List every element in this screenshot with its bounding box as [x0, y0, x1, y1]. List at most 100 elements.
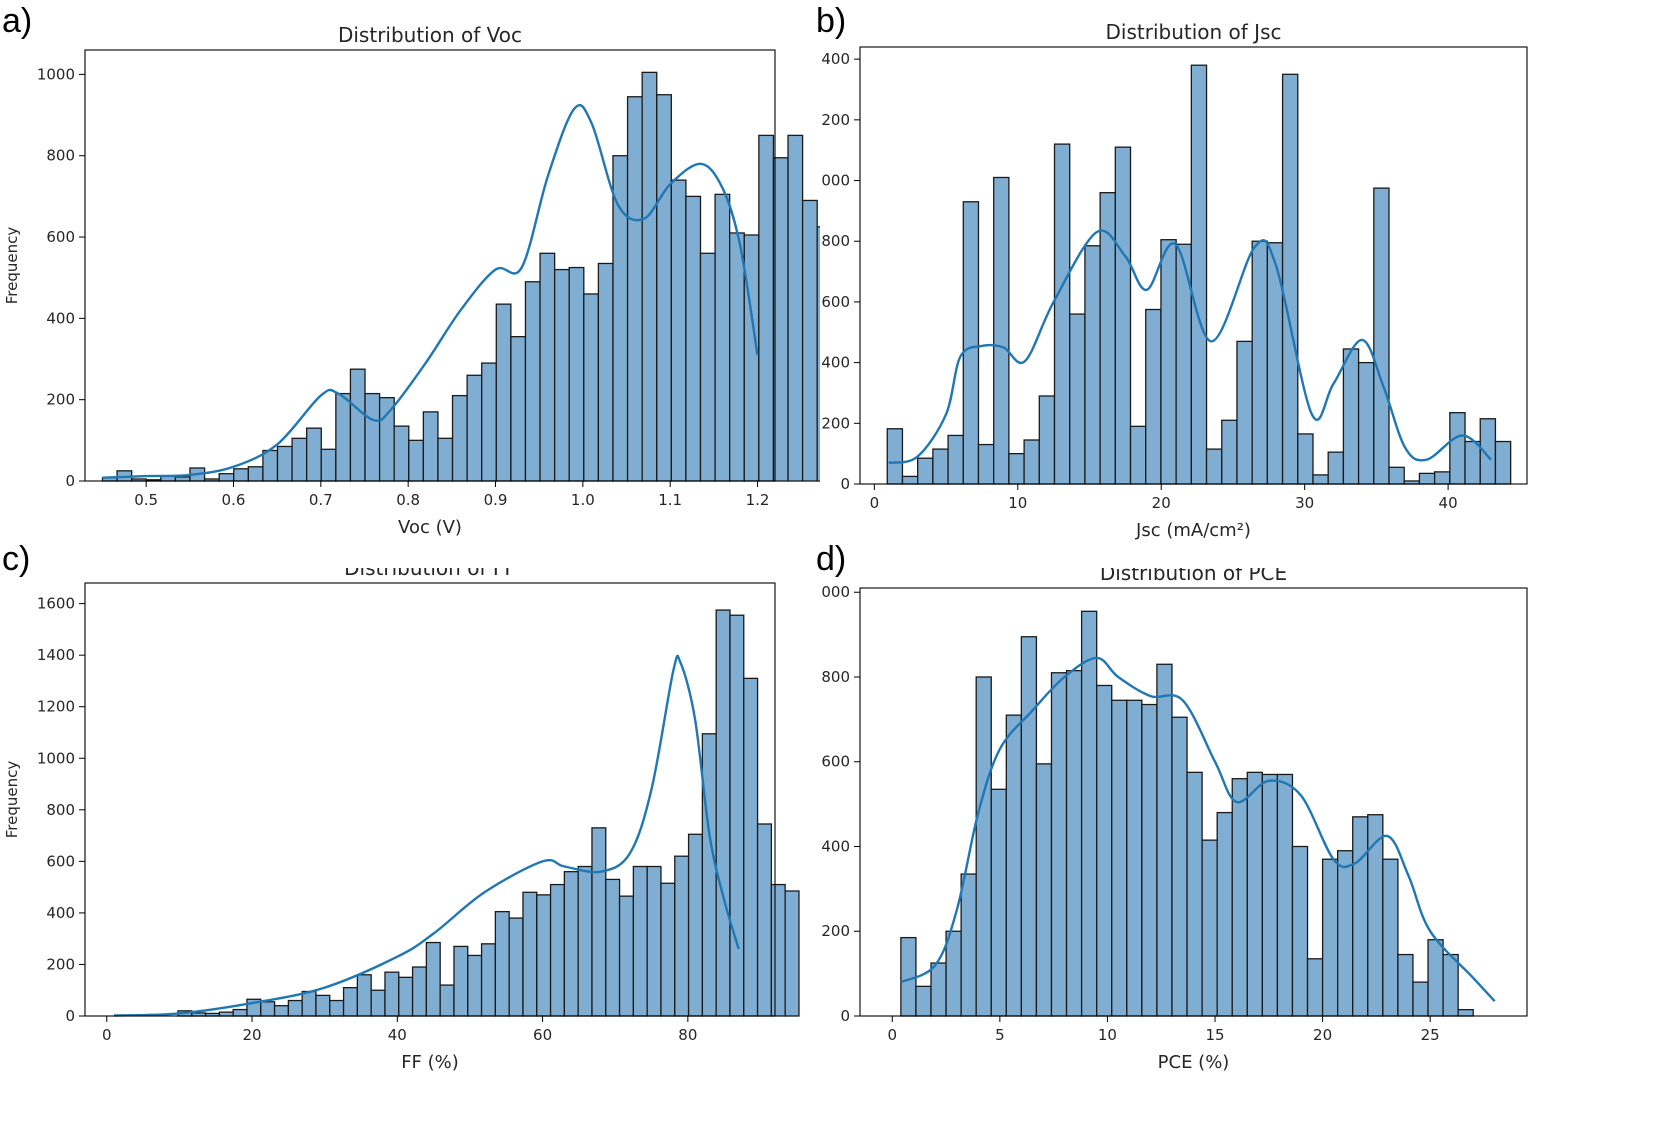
x-axis-label: Jsc (mA/cm²): [1135, 520, 1251, 541]
histogram-bar: [784, 890, 800, 1017]
plot-frame: [84, 582, 776, 1017]
histogram-bar: [1236, 340, 1253, 485]
y-tick-label: 800: [821, 232, 850, 250]
histogram-bar: [660, 882, 676, 1017]
histogram-bar: [466, 374, 483, 482]
histogram-bar: [612, 155, 629, 482]
histogram-bar: [364, 392, 381, 482]
histogram-bar: [743, 234, 760, 482]
histogram-bar: [370, 989, 386, 1017]
histogram-bar: [656, 94, 672, 482]
histogram-bar: [1171, 716, 1188, 1017]
x-tick-label: 40: [388, 1026, 407, 1044]
histogram-bar: [1053, 143, 1071, 485]
histogram-bar: [977, 443, 995, 485]
histogram-bar: [568, 266, 585, 482]
jsc-histogram: 0102030400200400600800100012001400Distri…: [820, 20, 1528, 541]
histogram-bar: [597, 262, 614, 482]
histogram-bar: [408, 439, 425, 482]
y-tick-label: 1000: [37, 65, 75, 83]
panel-label-d: d): [816, 540, 847, 578]
histogram-bar: [539, 252, 556, 482]
chart-title: Distribution of PCE: [1100, 568, 1287, 585]
histogram-bar: [439, 984, 455, 1017]
histogram-bar: [715, 609, 731, 1017]
y-tick-label: 1000: [820, 583, 850, 601]
histogram-bar: [393, 425, 410, 482]
histogram-bar: [1050, 672, 1068, 1017]
histogram-bar: [1342, 348, 1360, 485]
y-tick-label: 200: [821, 414, 850, 432]
histogram-bar: [1201, 839, 1218, 1017]
y-tick-label: 0: [65, 472, 75, 490]
histogram-bar: [1261, 773, 1279, 1017]
histogram-bar: [945, 930, 962, 1017]
histogram-bar: [1412, 981, 1429, 1017]
x-tick-label: 0: [870, 494, 880, 512]
panel-label-a: a): [2, 2, 33, 40]
histogram-bar: [1205, 448, 1223, 485]
histogram-bar: [1464, 440, 1481, 485]
histogram-bar: [425, 941, 441, 1017]
histogram-bar: [233, 468, 249, 482]
plot-frame: [84, 49, 776, 482]
histogram-bar: [674, 855, 690, 1017]
histogram-bar: [301, 990, 317, 1017]
histogram-bar: [481, 362, 497, 482]
histogram-bar: [915, 985, 932, 1017]
histogram-bar: [1494, 440, 1512, 485]
histogram-bar: [306, 427, 322, 482]
histogram-bar: [398, 976, 414, 1017]
histogram-bar: [1418, 472, 1436, 485]
y-tick-label: 0: [65, 1007, 75, 1025]
histogram-bar: [756, 823, 773, 1017]
y-tick-label: 400: [821, 837, 850, 855]
histogram-bar: [685, 195, 702, 482]
y-axis-label: Frequency: [3, 227, 21, 305]
histogram-bar: [1099, 192, 1116, 485]
histogram-bar: [932, 448, 949, 485]
histogram-bar: [508, 917, 524, 1017]
histogram-bar: [641, 71, 658, 482]
histogram-bar: [1141, 703, 1158, 1017]
x-tick-label: 1.2: [746, 491, 770, 509]
histogram-bar: [320, 448, 337, 482]
histogram-bar: [699, 252, 716, 482]
histogram-bar: [495, 303, 512, 482]
histogram-bar: [1190, 64, 1208, 485]
y-tick-label: 1200: [820, 111, 850, 129]
histogram-bar: [962, 201, 980, 485]
x-tick-label: 80: [678, 1026, 697, 1044]
x-tick-label: 0.5: [134, 491, 158, 509]
histogram-bar: [1023, 439, 1040, 485]
histogram-bar: [930, 962, 947, 1017]
histogram-bar: [1038, 395, 1056, 485]
histogram-bar: [687, 833, 704, 1017]
panel-label-c: c): [2, 540, 31, 578]
histogram-bar: [356, 974, 372, 1017]
histogram-bar: [510, 336, 527, 482]
x-tick-label: 1.0: [571, 491, 595, 509]
histogram-bar: [1306, 958, 1324, 1017]
y-tick-label: 600: [46, 852, 75, 870]
y-tick-label: 1000: [820, 172, 850, 190]
histogram-bar: [816, 226, 820, 482]
histogram-bar: [1156, 663, 1173, 1017]
y-tick-label: 200: [46, 955, 75, 973]
histogram-bar: [1327, 451, 1345, 485]
histogram-bar: [990, 788, 1007, 1017]
histogram-bar: [1337, 850, 1354, 1017]
x-tick-label: 25: [1421, 1026, 1440, 1044]
panel-label-b: b): [816, 2, 847, 40]
histogram-bar: [524, 281, 541, 482]
kde-line: [900, 656, 1496, 1003]
histogram-bar: [1186, 771, 1203, 1017]
histogram-bar: [975, 676, 992, 1017]
histogram-bar: [1145, 308, 1162, 485]
histogram-bar: [772, 157, 789, 482]
histogram-bar: [1442, 953, 1459, 1017]
bars-group: [900, 610, 1474, 1017]
bars-group: [101, 71, 820, 482]
histogram-bar: [1035, 763, 1053, 1017]
